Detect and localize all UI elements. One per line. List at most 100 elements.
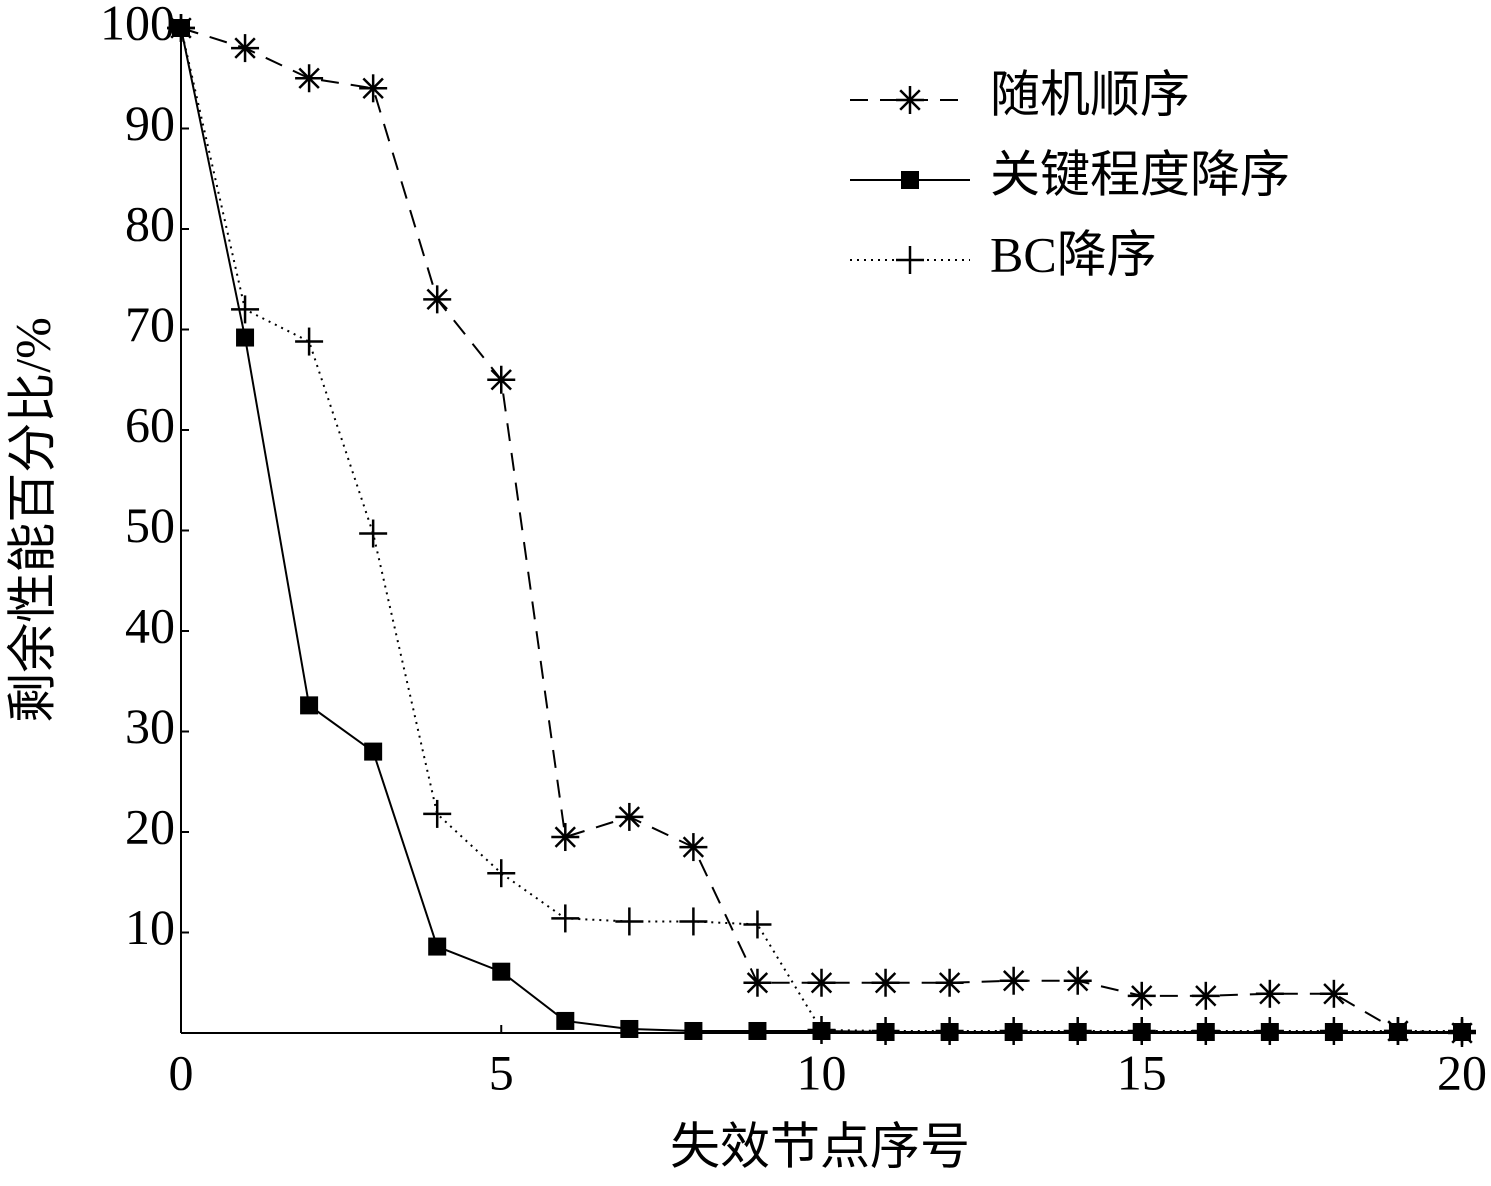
marker (1383, 1016, 1412, 1045)
marker (295, 64, 324, 93)
marker (999, 966, 1028, 995)
y-tick-label: 60 (125, 396, 175, 452)
marker-stroke (682, 836, 705, 858)
legend-label: BC降序 (990, 226, 1157, 282)
marker (551, 904, 580, 933)
marker (492, 962, 511, 981)
x-axis-label: 失效节点序号 (670, 1118, 970, 1174)
marker-square (684, 1021, 703, 1040)
marker-stroke (1067, 970, 1089, 992)
series-line (180, 27, 1463, 1034)
marker-stroke (1195, 985, 1217, 1007)
marker (167, 14, 195, 42)
marker (364, 742, 383, 761)
marker (1255, 1016, 1284, 1045)
marker (896, 246, 924, 274)
y-tick-label: 90 (125, 95, 175, 151)
marker (556, 1011, 575, 1030)
marker (1255, 979, 1284, 1008)
marker-square (236, 328, 255, 347)
marker-square (620, 1019, 639, 1038)
marker (615, 907, 644, 936)
marker (1063, 1016, 1092, 1045)
y-tick-label: 100 (100, 0, 175, 50)
y-tick-label: 30 (125, 698, 175, 754)
marker (743, 910, 772, 939)
y-tick-label: 70 (125, 296, 175, 352)
marker (807, 968, 836, 997)
y-axis-label: 剩余性能百分比/% (4, 317, 60, 723)
marker (807, 1015, 836, 1044)
marker-stroke (298, 67, 320, 89)
marker (1448, 1016, 1476, 1045)
marker-square (492, 962, 511, 981)
marker (615, 802, 644, 831)
marker-square (428, 937, 447, 956)
marker (743, 968, 772, 997)
marker (1319, 979, 1348, 1008)
marker (487, 365, 516, 394)
marker (871, 968, 900, 997)
y-tick-label: 40 (125, 597, 175, 653)
marker-square (748, 1021, 767, 1040)
marker-stroke (362, 77, 384, 99)
y-tick-label: 20 (125, 798, 175, 854)
marker (679, 907, 708, 936)
legend-label: 关键程度降序 (990, 146, 1290, 202)
marker (620, 1019, 639, 1038)
marker (428, 937, 447, 956)
marker (684, 1021, 703, 1040)
marker (359, 74, 388, 103)
y-tick-label: 50 (125, 497, 175, 553)
marker (359, 519, 388, 548)
marker (1319, 1016, 1348, 1045)
x-tick-label: 20 (1437, 1044, 1487, 1100)
marker (231, 295, 260, 324)
marker (871, 1016, 900, 1045)
marker-stroke (426, 288, 448, 311)
x-tick-label: 5 (489, 1044, 514, 1100)
marker-stroke (1131, 985, 1153, 1007)
marker (487, 859, 516, 888)
marker (300, 696, 319, 715)
y-tick-label: 80 (125, 195, 175, 251)
marker (935, 1016, 964, 1045)
x-tick-label: 0 (169, 1044, 194, 1100)
marker-stroke (899, 89, 921, 111)
marker-stroke (810, 972, 833, 994)
marker (423, 285, 452, 314)
marker-stroke (874, 972, 897, 994)
marker-stroke (746, 972, 769, 994)
marker-stroke (490, 369, 512, 391)
marker (295, 327, 324, 356)
marker-stroke (1323, 983, 1345, 1005)
marker (679, 833, 708, 862)
marker (423, 799, 452, 828)
marker (901, 171, 919, 189)
marker (1063, 966, 1092, 995)
marker (1127, 981, 1156, 1010)
marker (1127, 1016, 1156, 1045)
marker (935, 968, 964, 997)
marker-square (556, 1011, 575, 1030)
x-tick-label: 10 (797, 1044, 847, 1100)
marker (748, 1021, 767, 1040)
marker (999, 1016, 1028, 1045)
marker (236, 328, 255, 347)
marker-stroke (1002, 970, 1025, 992)
marker-stroke (554, 826, 576, 848)
marker (1191, 1016, 1220, 1045)
marker-stroke (938, 972, 961, 994)
legend-label: 随机顺序 (990, 66, 1190, 122)
marker-square (300, 696, 319, 715)
marker-square (901, 171, 919, 189)
marker (1191, 981, 1220, 1010)
marker-stroke (234, 37, 256, 59)
marker (231, 34, 260, 63)
marker (896, 86, 924, 114)
y-tick-label: 10 (125, 899, 175, 955)
marker-stroke (618, 806, 641, 828)
marker (551, 823, 580, 852)
x-tick-label: 15 (1117, 1044, 1167, 1100)
